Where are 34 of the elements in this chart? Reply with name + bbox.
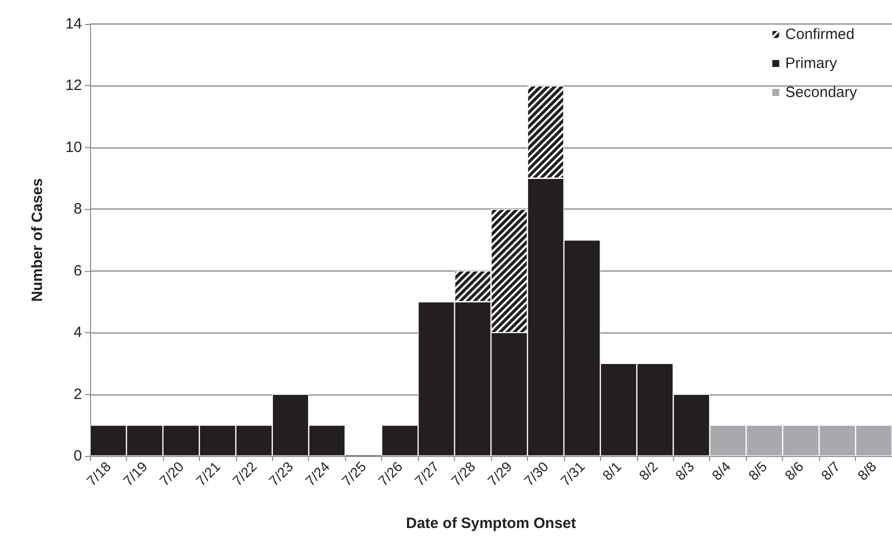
legend-label: Secondary bbox=[785, 84, 858, 101]
x-tick-label: 8/8 bbox=[854, 458, 880, 484]
x-tick-label: 7/18 bbox=[83, 458, 114, 489]
y-tick-label: 0 bbox=[74, 448, 82, 464]
x-tick-label: 7/28 bbox=[448, 458, 479, 489]
x-tick-label: 7/23 bbox=[266, 458, 296, 489]
x-axis-title: Date of Symptom Onset bbox=[406, 515, 576, 532]
x-tick-label: 7/22 bbox=[229, 458, 260, 489]
x-tick-label: 7/25 bbox=[338, 458, 370, 489]
y-tick-label: 10 bbox=[65, 138, 82, 156]
x-tick-label: 7/26 bbox=[374, 458, 406, 489]
x-tick-label: 7/31 bbox=[557, 458, 588, 489]
x-tick-label: 8/7 bbox=[818, 458, 844, 484]
legend-label: Primary bbox=[785, 55, 838, 72]
y-tick-label: 4 bbox=[74, 324, 82, 342]
y-tick-label: 2 bbox=[74, 386, 82, 403]
x-tick-label: 7/20 bbox=[156, 458, 187, 489]
legend-label: Confirmed bbox=[785, 26, 854, 43]
x-tick-label: 8/4 bbox=[708, 458, 734, 484]
x-tick-label: 7/30 bbox=[520, 458, 552, 489]
x-tick-label: 8/5 bbox=[744, 458, 770, 484]
x-tick-label: 7/24 bbox=[302, 458, 333, 489]
x-tick-label: 7/19 bbox=[120, 458, 150, 489]
x-tick-label: 8/2 bbox=[636, 458, 661, 484]
x-tick-label: 7/29 bbox=[484, 458, 516, 489]
y-tick-label: 6 bbox=[74, 262, 82, 280]
y-tick-label: 12 bbox=[65, 77, 82, 94]
y-axis-title: Number of Cases bbox=[29, 178, 46, 302]
y-tick-label: 8 bbox=[74, 200, 82, 218]
y-tick-label: 14 bbox=[65, 16, 82, 32]
x-tick-label: 7/21 bbox=[192, 458, 224, 489]
x-tick-label: 8/1 bbox=[599, 458, 624, 484]
x-tick-label: 8/6 bbox=[781, 458, 807, 484]
x-tick-label: 8/3 bbox=[672, 458, 698, 484]
